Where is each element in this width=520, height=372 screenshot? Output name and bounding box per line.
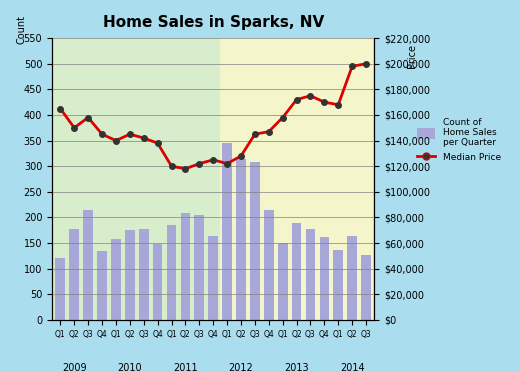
Bar (83, 210, 93, 320)
Bar (56, 259, 65, 320)
Bar (139, 229, 149, 320)
Bar (125, 230, 135, 320)
Bar (54, 38, 220, 320)
Bar (319, 237, 329, 320)
Bar (209, 236, 218, 320)
Legend: Count of
Home Sales
per Quarter, Median Price: Count of Home Sales per Quarter, Median … (413, 113, 505, 167)
Bar (333, 250, 343, 320)
Bar (194, 215, 204, 320)
Text: 2013: 2013 (284, 363, 309, 372)
Y-axis label: Price: Price (407, 44, 417, 68)
Y-axis label: Count: Count (16, 15, 26, 44)
Text: 2014: 2014 (340, 363, 365, 372)
Bar (111, 239, 121, 320)
Bar (69, 229, 79, 320)
Bar (361, 255, 371, 320)
Bar (97, 251, 107, 320)
Bar (292, 222, 302, 320)
Text: 2012: 2012 (229, 363, 253, 372)
Title: Home Sales in Sparks, NV: Home Sales in Sparks, NV (102, 15, 324, 30)
Text: 2010: 2010 (118, 363, 142, 372)
Bar (347, 236, 357, 320)
Bar (153, 244, 162, 320)
Bar (306, 229, 315, 320)
Text: 2011: 2011 (173, 363, 198, 372)
Bar (278, 243, 288, 320)
Bar (236, 158, 246, 320)
Bar (222, 143, 232, 320)
Bar (166, 225, 176, 320)
Bar (220, 38, 373, 320)
Bar (264, 210, 274, 320)
Text: 2009: 2009 (62, 363, 86, 372)
Bar (250, 162, 260, 320)
Bar (180, 214, 190, 320)
